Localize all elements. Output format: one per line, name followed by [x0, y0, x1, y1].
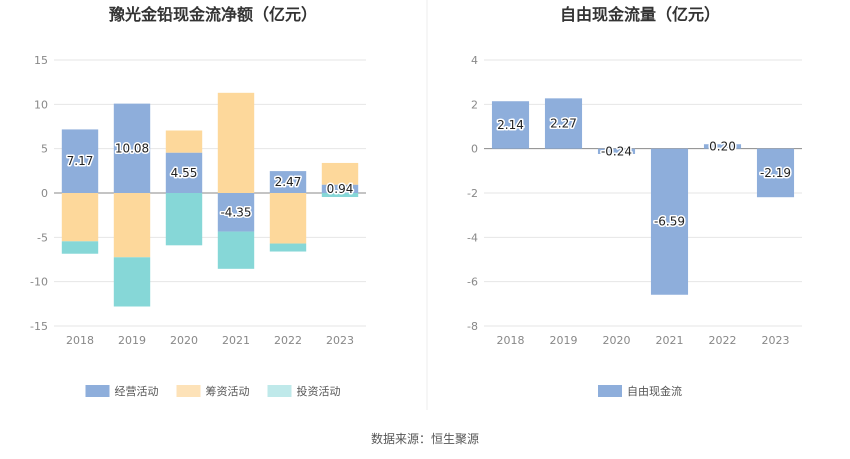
bar-筹资活动-2020	[165, 130, 203, 153]
free-cashflow-chart: 自由现金流量（亿元） 4 2 0 -2 -4 -6 -8 2018 2019 2020 2021 202…	[467, 5, 802, 398]
bar-筹资活动-2023	[321, 162, 359, 185]
data-label: 4.55	[171, 166, 198, 180]
x-tick-label: 2018	[497, 334, 525, 347]
x-tick-label: 2020	[170, 334, 198, 347]
y-tick-label: 0	[41, 187, 48, 200]
bar-自由现金流-2023	[756, 148, 795, 198]
legend-item-经营活动[interactable]: 经营活动	[85, 384, 159, 398]
legend-swatch	[85, 385, 110, 397]
bar-投资活动-2021	[217, 231, 255, 269]
bar-经营活动-2020	[165, 152, 203, 193]
source-note: 数据来源：恒生聚源	[371, 431, 479, 446]
y-tick-label: -6	[467, 276, 478, 289]
x-tick-label: 2018	[66, 334, 94, 347]
x-tick-label: 2019	[118, 334, 146, 347]
y-tick-label: -2	[467, 187, 478, 200]
legend-item-自由现金流[interactable]: 自由现金流	[598, 384, 682, 398]
legend-swatch	[267, 385, 292, 397]
x-tick-label: 2021	[656, 334, 684, 347]
x-tick-label: 2022	[274, 334, 302, 347]
legend-label: 自由现金流	[627, 384, 682, 398]
bar-经营活动-2021	[217, 193, 255, 232]
y-tick-label: -5	[37, 231, 48, 244]
x-tick-label: 2022	[709, 334, 737, 347]
y-tick-label: 4	[471, 54, 478, 67]
legend-swatch	[176, 385, 201, 397]
bar-自由现金流-2018	[491, 101, 530, 149]
legend-label: 投资活动	[297, 384, 341, 398]
data-label: -4.35	[220, 205, 251, 219]
bar-投资活动-2018	[61, 241, 99, 254]
chart-title: 自由现金流量（亿元）	[560, 5, 720, 24]
data-label: 0.20	[709, 139, 736, 153]
bar-经营活动-2019	[113, 103, 151, 193]
bar-投资活动-2020	[165, 193, 203, 246]
legend-swatch	[598, 385, 622, 397]
data-label: 10.08	[115, 141, 149, 155]
x-tick-label: 2023	[762, 334, 790, 347]
bar-投资活动-2023	[321, 193, 359, 197]
bar-投资活动-2019	[113, 257, 151, 307]
bar-自由现金流-2020	[597, 148, 636, 154]
x-tick-label: 2019	[550, 334, 578, 347]
y-tick-label: -10	[30, 276, 48, 289]
data-label: 0.94	[327, 182, 354, 196]
legend-item-投资活动[interactable]: 投资活动	[267, 384, 341, 398]
bar-筹资活动-2018	[61, 193, 99, 242]
data-label: -2.19	[760, 166, 791, 180]
bar-自由现金流-2021	[650, 148, 689, 295]
cashflow-net-chart: 豫光金铅现金流净额（亿元） 15 10 5 0 -5 -10 -15 2018 2019 2020 2…	[30, 5, 366, 398]
data-label: -6.59	[654, 215, 685, 229]
y-tick-label: 0	[471, 143, 478, 156]
data-label: 2.47	[275, 175, 302, 189]
bar-经营活动-2023	[321, 184, 359, 193]
bar-经营活动-2022	[269, 171, 307, 193]
data-label: 2.14	[497, 118, 524, 132]
bar-投资活动-2022	[269, 243, 307, 252]
bar-经营活动-2018	[61, 129, 99, 193]
y-tick-label: 5	[41, 143, 48, 156]
legend-label: 筹资活动	[206, 384, 250, 398]
data-label: 2.27	[550, 117, 577, 131]
legend-label: 经营活动	[115, 384, 159, 398]
y-tick-label: 15	[34, 54, 48, 67]
bar-筹资活动-2019	[113, 193, 151, 258]
x-tick-label: 2023	[326, 334, 354, 347]
bar-筹资活动-2021	[217, 92, 255, 193]
y-tick-label: -15	[30, 320, 48, 333]
y-tick-label: -4	[467, 231, 478, 244]
data-label: 7.17	[67, 154, 94, 168]
bar-自由现金流-2019	[544, 98, 583, 149]
y-tick-label: 10	[34, 98, 48, 111]
x-tick-label: 2020	[603, 334, 631, 347]
y-tick-label: -8	[467, 320, 478, 333]
x-tick-label: 2021	[222, 334, 250, 347]
bar-自由现金流-2022	[703, 144, 742, 149]
chart-title: 豫光金铅现金流净额（亿元）	[109, 5, 317, 24]
y-tick-label: 2	[471, 98, 478, 111]
legend-item-筹资活动[interactable]: 筹资活动	[176, 384, 250, 398]
data-label: -0.24	[601, 144, 632, 158]
bar-筹资活动-2022	[269, 193, 307, 244]
